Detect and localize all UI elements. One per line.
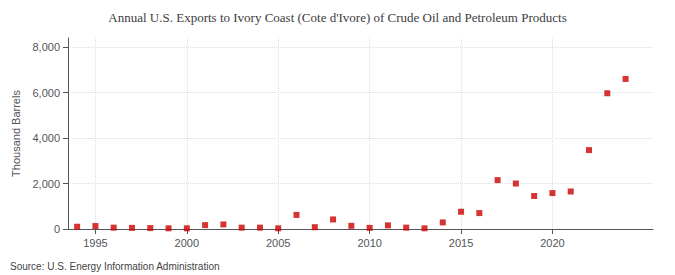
svg-text:2020: 2020 [540,237,564,249]
svg-text:2,000: 2,000 [32,178,60,190]
svg-text:0: 0 [54,223,60,235]
svg-text:Source: U.S. Energy Informatio: Source: U.S. Energy Information Administ… [10,261,220,272]
svg-text:2000: 2000 [175,237,199,249]
svg-text:Annual U.S. Exports to Ivory C: Annual U.S. Exports to Ivory Coast (Cote… [108,10,566,25]
svg-text:4,000: 4,000 [32,132,60,144]
svg-text:2005: 2005 [266,237,290,249]
svg-text:1995: 1995 [83,237,107,249]
svg-text:2010: 2010 [357,237,381,249]
svg-text:2015: 2015 [449,237,473,249]
svg-text:Thousand Barrels: Thousand Barrels [10,90,22,177]
svg-text:6,000: 6,000 [32,87,60,99]
svg-text:8,000: 8,000 [32,41,60,53]
